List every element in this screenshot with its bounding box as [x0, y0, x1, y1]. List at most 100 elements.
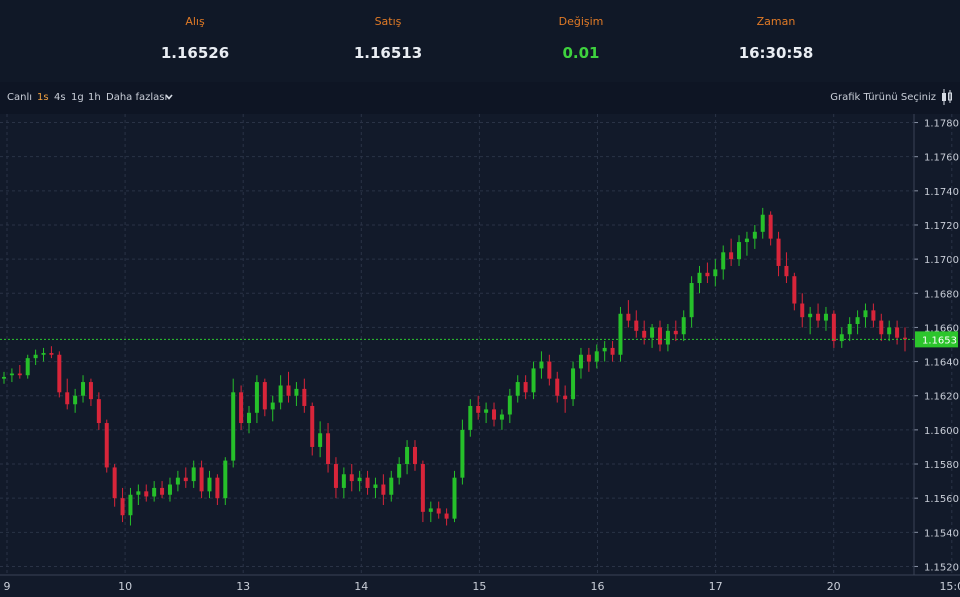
candle-body	[302, 388, 307, 406]
candle-body	[547, 361, 552, 379]
candle-body	[650, 327, 655, 338]
x-tick-label: 15	[472, 580, 486, 593]
candle-body	[515, 382, 520, 396]
candle-body	[476, 405, 481, 413]
x-tick-label: 17	[709, 580, 723, 593]
candle-body	[808, 313, 813, 318]
price-chart[interactable]: 1.1520 1.1540 1.1560 1.1580 1.1600 1.1620 1.16…	[0, 114, 960, 597]
candle-body	[389, 477, 394, 495]
y-tick-label: 1.1560	[924, 494, 959, 505]
candle-body	[729, 252, 734, 260]
candle-body	[2, 376, 6, 379]
ask-value: 1.16513	[353, 44, 423, 62]
candle-body	[175, 477, 180, 485]
timeframe-1s[interactable]: 1s	[37, 92, 49, 103]
x-tick-label: 14	[354, 580, 368, 593]
candle-body	[215, 477, 220, 499]
candle-body	[239, 392, 244, 424]
candle-body	[697, 272, 702, 284]
y-tick-label: 1.1740	[924, 187, 959, 198]
candle-body	[199, 467, 204, 492]
candle-body	[294, 388, 299, 396]
candle-body	[800, 303, 805, 318]
y-tick-label: 1.1540	[924, 528, 959, 539]
candle-body	[903, 337, 907, 340]
candle-body	[792, 276, 797, 304]
x-tick-label: 15:0	[939, 580, 960, 593]
candle-body	[397, 464, 402, 478]
candle-body	[484, 409, 489, 413]
candle-body	[531, 368, 536, 393]
x-tick-label: 10	[118, 580, 132, 593]
candle-body	[405, 446, 410, 465]
candle-body	[602, 347, 607, 352]
candle-body	[247, 412, 252, 424]
candle-body	[507, 395, 512, 415]
candle-body	[823, 313, 828, 321]
y-tick-label: 1.1600	[924, 426, 959, 437]
chart-type-selector[interactable]: Grafik Türünü Seçiniz	[830, 92, 936, 103]
candle-body	[286, 385, 291, 396]
y-tick-label: 1.1680	[924, 289, 959, 300]
candle-body	[254, 382, 259, 413]
candle-body	[49, 353, 54, 355]
candle-body	[721, 252, 726, 270]
candle-body	[420, 464, 425, 512]
candle-body	[88, 382, 93, 400]
candle-body	[278, 385, 283, 403]
candle-body	[831, 313, 836, 342]
candle-body	[452, 477, 457, 519]
candle-body	[412, 446, 417, 465]
y-tick-label: 1.1580	[924, 460, 959, 471]
bid-value: 1.16526	[160, 44, 230, 62]
candle-body	[657, 327, 662, 345]
timeframe-1g[interactable]: 1g	[71, 92, 84, 103]
candle-body	[760, 214, 765, 232]
live-button[interactable]: Canlı	[7, 92, 33, 103]
candle-body	[144, 491, 149, 497]
y-tick-label: 1.1760	[924, 153, 959, 164]
candle-body	[863, 310, 868, 318]
candle-body	[104, 423, 109, 468]
candle-body	[81, 382, 86, 396]
y-tick-label: 1.1700	[924, 255, 959, 266]
chevron-down-icon[interactable]	[165, 93, 173, 101]
candle-body	[539, 361, 544, 369]
candle-body	[73, 395, 78, 405]
quote-header: Alış 1.16526 Satış 1.16513 Değişim 0.01 …	[0, 0, 960, 82]
candle-body	[223, 460, 228, 499]
candle-body	[365, 477, 370, 488]
time-value: 16:30:58	[738, 44, 814, 62]
candle-body	[349, 474, 354, 482]
candle-body	[492, 409, 497, 420]
candle-body	[895, 327, 900, 338]
candle-body	[33, 354, 38, 359]
candle-body	[436, 508, 441, 514]
candlestick-icon[interactable]	[940, 88, 954, 106]
candle-body	[571, 368, 576, 400]
candle-body	[41, 353, 46, 355]
timeframe-4s[interactable]: 4s	[54, 92, 66, 103]
candle-body	[776, 238, 781, 266]
candle-body	[112, 467, 117, 499]
candle-body	[689, 283, 694, 318]
candle-body	[879, 320, 884, 335]
chart-toolbar: Canlı 1s 4s 1g 1h Daha fazlası Grafik Tü…	[0, 82, 960, 114]
candle-body	[191, 467, 196, 482]
plot-background	[0, 114, 960, 597]
change-value: 0.01	[562, 44, 600, 62]
more-timeframes-button[interactable]: Daha fazlası	[106, 92, 168, 103]
candle-body	[270, 402, 275, 410]
candle-body	[626, 313, 631, 321]
candle-body	[207, 477, 212, 492]
candle-body	[563, 395, 568, 400]
last-price-tag	[915, 331, 958, 348]
timeframe-1h[interactable]: 1h	[88, 92, 101, 103]
candle-body	[167, 484, 172, 495]
candle-body	[341, 474, 346, 488]
y-tick-label: 1.1720	[924, 221, 959, 232]
candle-body	[499, 414, 504, 420]
candle-body	[887, 327, 892, 335]
candle-body	[737, 242, 742, 260]
candle-body	[357, 477, 362, 482]
